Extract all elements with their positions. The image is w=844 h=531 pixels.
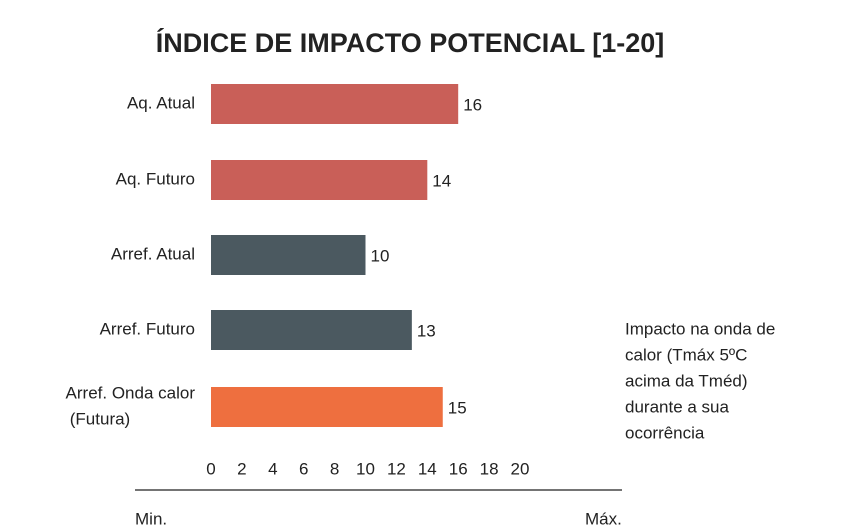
chart-title: ÍNDICE DE IMPACTO POTENCIAL [1-20] xyxy=(156,27,665,58)
value-label: 16 xyxy=(463,95,482,114)
x-tick-label: 10 xyxy=(356,459,375,478)
value-label: 10 xyxy=(371,246,390,265)
y-tick-label: Arref. Futuro xyxy=(100,319,195,338)
annotation: ocorrência xyxy=(625,423,705,442)
x-tick-label: 16 xyxy=(449,459,468,478)
x-tick-label: 12 xyxy=(387,459,406,478)
x-tick-label: 6 xyxy=(299,459,308,478)
annotation: acima da Tméd) xyxy=(625,371,748,390)
value-label: 14 xyxy=(432,171,451,190)
annotation: calor (Tmáx 5ºC xyxy=(625,345,747,364)
axis-min-label: Min. xyxy=(135,509,167,528)
y-tick-label: Aq. Atual xyxy=(127,93,195,112)
bar xyxy=(211,160,428,200)
x-tick-label: 20 xyxy=(511,459,530,478)
x-tick-label: 4 xyxy=(268,459,277,478)
y-tick-label: Arref. Onda calor xyxy=(66,383,196,402)
y-tick-label: Aq. Futuro xyxy=(116,169,195,188)
x-tick-label: 8 xyxy=(330,459,339,478)
value-label: 13 xyxy=(417,321,436,340)
x-tick-label: 14 xyxy=(418,459,437,478)
x-tick-label: 18 xyxy=(480,459,499,478)
annotation: Impacto na onda de xyxy=(625,319,775,338)
bar xyxy=(211,387,443,427)
x-tick-label: 0 xyxy=(206,459,215,478)
axis-max-label: Máx. xyxy=(585,509,622,528)
y-tick-label: (Futura) xyxy=(70,409,130,428)
value-label: 15 xyxy=(448,398,467,417)
x-tick-label: 2 xyxy=(237,459,246,478)
annotation: durante a sua xyxy=(625,397,730,416)
bar xyxy=(211,235,366,275)
y-tick-label: Arref. Atual xyxy=(111,244,195,263)
bar xyxy=(211,310,412,350)
bar xyxy=(211,84,459,124)
